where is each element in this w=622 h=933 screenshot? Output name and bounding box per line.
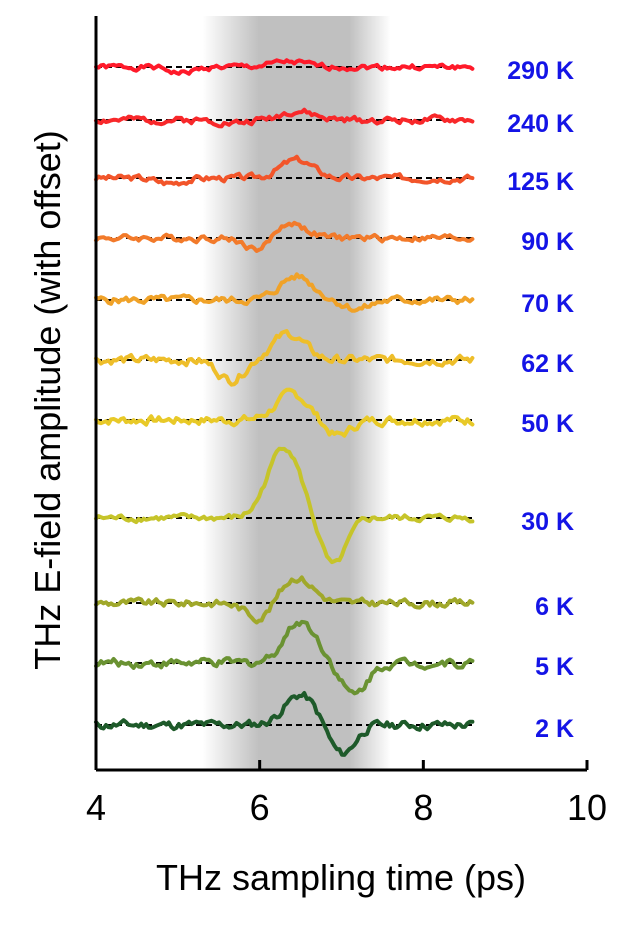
temperature-label: 30 K xyxy=(521,508,574,536)
waveform-trace xyxy=(94,58,475,76)
temperature-label: 62 K xyxy=(521,350,574,378)
temperature-label: 90 K xyxy=(521,228,574,256)
temperature-label: 5 K xyxy=(535,653,574,681)
x-tick-label: 10 xyxy=(567,787,607,828)
x-tick-label: 4 xyxy=(86,787,106,828)
waveform-trace xyxy=(94,575,475,625)
waveform-trace xyxy=(94,154,475,187)
temperature-label: 240 K xyxy=(507,110,574,138)
x-ticks: 4 6 8 10 xyxy=(86,760,607,828)
temperature-label: 2 K xyxy=(535,715,574,743)
temperature-label: 70 K xyxy=(521,290,574,318)
waveform-trace xyxy=(94,691,475,757)
temperature-label: 290 K xyxy=(507,57,574,85)
x-tick-label: 8 xyxy=(413,787,433,828)
waveform-trace xyxy=(94,329,475,387)
x-tick-label: 6 xyxy=(250,787,270,828)
plot-axes xyxy=(94,16,587,772)
temperature-label: 6 K xyxy=(535,593,574,621)
waveform-trace xyxy=(94,387,475,438)
y-axis-title: THz E-field amplitude (with offset) xyxy=(27,130,68,670)
waveform-trace xyxy=(94,619,475,696)
waveform-trace xyxy=(94,272,475,313)
waveform-trace xyxy=(94,446,475,565)
temperature-labels: 290 K 240 K 125 K 90 K 70 K 62 K 50 K 30 K 6 K 5 … xyxy=(507,57,574,743)
temperature-label: 125 K xyxy=(507,168,574,196)
temperature-label: 50 K xyxy=(521,410,574,438)
waveform-traces xyxy=(94,58,475,757)
waveform-trace xyxy=(94,107,475,129)
x-axis-title: THz sampling time (ps) xyxy=(156,857,526,898)
waveform-trace xyxy=(94,220,475,253)
